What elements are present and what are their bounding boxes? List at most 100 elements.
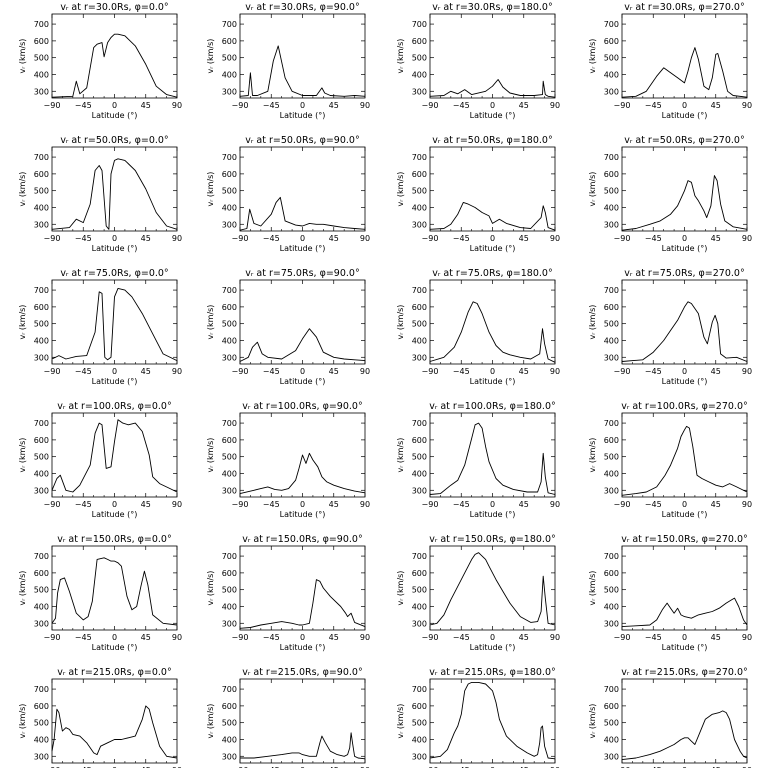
x-axis-title: Latitude (°) <box>470 510 516 519</box>
panel-r0-c2: vᵣ at r=30.0Rs, φ=180.0° −90 −45 0 45 90 300 40… <box>396 2 560 120</box>
y-tick-label: 500 <box>604 453 619 462</box>
x-axis-title: Latitude (°) <box>662 510 708 519</box>
plot-frame <box>239 146 366 232</box>
series-line <box>239 452 366 495</box>
y-tick-label: 400 <box>34 336 49 345</box>
panel-r3-c0: vᵣ at r=100.0Rs, φ=0.0° −90 −45 0 45 90 300 400… <box>18 401 182 519</box>
x-tick-label: 45 <box>519 633 529 642</box>
y-tick-label: 700 <box>222 153 237 162</box>
x-tick-label: 0 <box>112 633 117 642</box>
y-tick-label: 400 <box>222 203 237 212</box>
x-tick-label: 90 <box>742 367 752 376</box>
series-line <box>621 597 748 628</box>
x-tick-label: −90 <box>232 500 249 509</box>
y-tick-label: 300 <box>222 353 237 362</box>
y-tick-label: 300 <box>604 486 619 495</box>
y-tick-label: 500 <box>412 453 427 462</box>
y-tick-label: 400 <box>34 735 49 744</box>
y-tick-label: 500 <box>604 586 619 595</box>
panel-r5-c2: vᵣ at r=215.0Rs, φ=180.0° −90 −45 0 45 90 300 4… <box>396 667 560 768</box>
x-tick-label: −45 <box>263 766 280 768</box>
y-tick-label: 300 <box>412 220 427 229</box>
x-tick-label: 90 <box>742 633 752 642</box>
y-tick-label: 700 <box>34 153 49 162</box>
y-tick-label: 400 <box>412 602 427 611</box>
panel-title: vᵣ at r=215.0Rs, φ=270.0° <box>621 667 748 678</box>
x-tick-label: 90 <box>742 766 752 768</box>
series-line <box>621 425 748 496</box>
y-tick-label: 500 <box>34 719 49 728</box>
x-tick-label: −45 <box>453 234 470 243</box>
y-tick-label: 700 <box>604 419 619 428</box>
y-tick-label: 700 <box>604 286 619 295</box>
panel-title: vᵣ at r=50.0Rs, φ=0.0° <box>60 135 168 146</box>
x-tick-label: −90 <box>44 101 61 110</box>
plot-frame <box>239 545 366 631</box>
y-tick-label: 300 <box>412 752 427 761</box>
x-tick-label: −90 <box>422 234 439 243</box>
x-tick-label: −90 <box>422 633 439 642</box>
x-tick-label: 90 <box>172 101 182 110</box>
x-tick-label: −90 <box>44 766 61 768</box>
y-tick-label: 700 <box>34 685 49 694</box>
x-tick-label: 0 <box>300 367 305 376</box>
series-line <box>239 579 366 629</box>
x-tick-label: 90 <box>550 766 560 768</box>
series-line <box>429 422 556 495</box>
plot-frame <box>51 678 178 764</box>
y-tick-label: 600 <box>34 37 49 46</box>
panel-title: vᵣ at r=30.0Rs, φ=270.0° <box>624 2 744 13</box>
x-tick-label: 90 <box>172 766 182 768</box>
x-axis-title: Latitude (°) <box>662 244 708 253</box>
x-tick-label: 45 <box>711 234 721 243</box>
x-tick-label: −45 <box>263 367 280 376</box>
x-tick-label: 45 <box>711 500 721 509</box>
x-axis-title: Latitude (°) <box>280 377 326 386</box>
panel-r3-c3: vᵣ at r=100.0Rs, φ=270.0° −90 −45 0 45 90 300 4… <box>588 401 752 519</box>
x-tick-label: −90 <box>44 367 61 376</box>
series-line <box>239 196 366 231</box>
plot-frame <box>239 13 366 99</box>
x-axis-title: Latitude (°) <box>662 643 708 652</box>
panel-r3-c2: vᵣ at r=100.0Rs, φ=180.0° −90 −45 0 45 90 300 4… <box>396 401 560 519</box>
x-tick-label: −90 <box>44 633 61 642</box>
y-tick-label: 600 <box>604 303 619 312</box>
y-axis-title: vᵣ (km/s) <box>588 305 597 340</box>
x-tick-label: 45 <box>711 367 721 376</box>
y-tick-label: 400 <box>412 70 427 79</box>
series-line <box>621 301 748 362</box>
x-tick-label: 90 <box>360 101 370 110</box>
series-line <box>621 47 748 98</box>
panel-r5-c1: vᵣ at r=215.0Rs, φ=90.0° −90 −45 0 45 90 300 40… <box>206 667 370 768</box>
x-tick-label: −45 <box>75 500 92 509</box>
x-tick-label: 90 <box>172 234 182 243</box>
y-tick-label: 500 <box>222 320 237 329</box>
y-tick-label: 600 <box>34 436 49 445</box>
y-tick-label: 600 <box>604 702 619 711</box>
series-line <box>51 557 178 626</box>
y-tick-label: 700 <box>604 153 619 162</box>
y-tick-label: 300 <box>604 87 619 96</box>
y-tick-label: 700 <box>412 286 427 295</box>
y-axis-title: vᵣ (km/s) <box>396 305 405 340</box>
y-tick-label: 700 <box>412 685 427 694</box>
x-tick-label: 0 <box>112 766 117 768</box>
series-line <box>51 33 178 98</box>
panel-title: vᵣ at r=150.0Rs, φ=270.0° <box>621 534 748 545</box>
panel-title: vᵣ at r=75.0Rs, φ=180.0° <box>432 268 552 279</box>
y-tick-label: 400 <box>34 469 49 478</box>
x-tick-label: 45 <box>711 101 721 110</box>
y-axis-title: vᵣ (km/s) <box>206 39 215 74</box>
x-tick-label: 0 <box>300 633 305 642</box>
panel-r1-c0: vᵣ at r=50.0Rs, φ=0.0° −90 −45 0 45 90 300 400 5… <box>18 135 182 253</box>
panel-r4-c3: vᵣ at r=150.0Rs, φ=270.0° −90 −45 0 45 90 300 4… <box>588 534 752 652</box>
y-tick-label: 500 <box>34 187 49 196</box>
x-tick-label: −45 <box>645 367 662 376</box>
x-axis-title: Latitude (°) <box>662 111 708 120</box>
panel-r4-c2: vᵣ at r=150.0Rs, φ=180.0° −90 −45 0 45 90 300 4… <box>396 534 560 652</box>
x-tick-label: −45 <box>263 500 280 509</box>
x-tick-label: −90 <box>614 633 631 642</box>
x-tick-label: −45 <box>263 234 280 243</box>
y-tick-label: 600 <box>412 569 427 578</box>
y-axis-title: vᵣ (km/s) <box>588 39 597 74</box>
